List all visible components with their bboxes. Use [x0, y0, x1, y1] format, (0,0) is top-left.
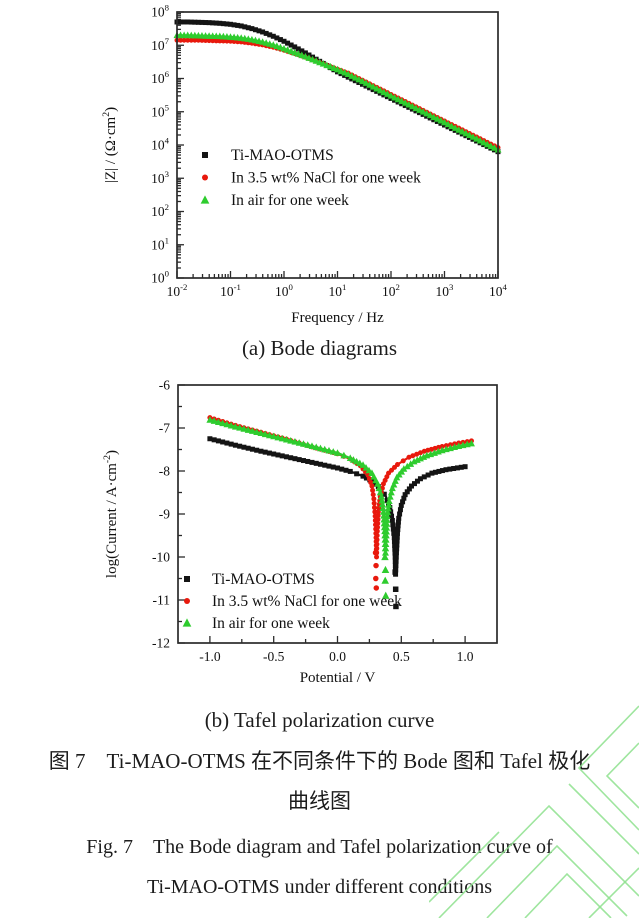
svg-text:-10: -10 — [152, 550, 170, 565]
series-in-air-for-one-week — [173, 31, 502, 153]
legend-label: In 3.5 wt% NaCl for one week — [212, 593, 402, 610]
series-in-3-5-wt-nacl-for-one-week — [174, 37, 501, 151]
legend-label: Ti-MAO-OTMS — [212, 571, 315, 588]
axes-frame — [177, 384, 498, 644]
legend-label: In 3.5 wt% NaCl for one week — [231, 170, 421, 187]
legend-label: Ti-MAO-OTMS — [231, 147, 334, 164]
svg-text:-9: -9 — [159, 507, 170, 522]
legend-item-in-air-for-one-week: In air for one week — [182, 615, 330, 632]
axis-label: 101 — [151, 235, 169, 252]
axis-label: 10-2 — [167, 282, 188, 299]
axis-label: 101 — [329, 282, 347, 299]
tick-labels: 10-2 10-1 100 101 102 103 104 100 101 102 103 104 10… — [151, 3, 507, 300]
legend-item-in-air-for-one-week: In air for one week — [200, 192, 349, 209]
legend-item-in-3-5-wt-nacl-for-one-week: In 3.5 wt% NaCl for one week — [184, 593, 402, 610]
axes-frame — [176, 11, 499, 279]
axis-label: Potential / V — [300, 670, 376, 686]
tick-labels: -1.0 -0.5 0.0 0.5 1.0 -12 -11 -10 -9 -8 -7 -6 — [152, 378, 474, 665]
svg-text:0.5: 0.5 — [393, 649, 410, 664]
axis-label: Frequency / Hz — [291, 310, 384, 326]
legend-label: In air for one week — [231, 192, 349, 209]
axis-label: 103 — [436, 282, 455, 299]
svg-text:-0.5: -0.5 — [263, 649, 285, 664]
axis-label: 107 — [151, 36, 170, 53]
svg-text:-11: -11 — [153, 593, 171, 608]
legend-item-ti-mao-otms: Ti-MAO-OTMS — [202, 147, 334, 164]
svg-text:0.0: 0.0 — [329, 649, 346, 664]
axis-label: |Z| / (Ω·cm2) — [101, 107, 119, 183]
axis-label: 104 — [151, 136, 170, 153]
axis-label: 105 — [151, 102, 170, 119]
axis-label: 102 — [382, 282, 400, 299]
legend-label: In air for one week — [212, 615, 330, 632]
svg-text:-12: -12 — [152, 636, 170, 651]
axis-label: 103 — [151, 169, 170, 186]
figure-caption-en-line1: Fig. 7 The Bode diagram and Tafel polari… — [86, 836, 553, 858]
svg-text:-1.0: -1.0 — [199, 649, 221, 664]
axis-label: 10-1 — [220, 282, 241, 299]
tafel-chart: -1.0 -0.5 0.0 0.5 1.0 -12 -11 -10 -9 -8 -7 -6 Potent… — [102, 378, 498, 686]
svg-text:-6: -6 — [159, 378, 170, 393]
figure-caption-en-line2: Ti-MAO-OTMS under different conditions — [147, 876, 492, 898]
legend-item-in-3-5-wt-nacl-for-one-week: In 3.5 wt% NaCl for one week — [202, 170, 421, 187]
legend: Ti-MAO-OTMS In 3.5 wt% NaCl for one week I… — [200, 147, 421, 209]
legend-item-ti-mao-otms: Ti-MAO-OTMS — [184, 571, 315, 588]
figure-caption-zh-line2: 曲线图 — [288, 789, 351, 813]
figure-caption-zh-line1: 图 7 Ti-MAO-OTMS 在不同条件下的 Bode 图和 Tafel 极化 — [48, 749, 591, 773]
axis-label: 104 — [489, 282, 508, 299]
series-in-air-for-one-week — [206, 416, 475, 599]
svg-text:-8: -8 — [159, 464, 170, 479]
svg-text:-7: -7 — [159, 421, 170, 436]
axis-label: 100 — [275, 282, 294, 299]
caption-tafel: (b) Tafel polarization curve — [204, 708, 435, 732]
axis-label: 106 — [151, 69, 170, 86]
svg-text:1.0: 1.0 — [457, 649, 474, 664]
legend: Ti-MAO-OTMS In 3.5 wt% NaCl for one week I… — [182, 571, 402, 632]
axis-label: 100 — [151, 269, 170, 286]
axis-titles: Potential / V log(Current / A·cm-2) — [102, 450, 375, 686]
bode-chart: 10-2 10-1 100 101 102 103 104 100 101 102 103 104 10… — [101, 3, 508, 327]
axis-label: 102 — [151, 202, 169, 219]
axis-titles: Frequency / Hz |Z| / (Ω·cm2) — [101, 107, 384, 326]
caption-bode: (a) Bode diagrams — [241, 336, 398, 360]
series-ti-mao-otms — [207, 436, 468, 610]
axis-label: 108 — [151, 3, 170, 20]
axis-label: log(Current / A·cm-2) — [102, 450, 120, 578]
series-in-3-5-wt-nacl-for-one-week — [207, 415, 474, 591]
axis-ticks — [176, 11, 499, 279]
